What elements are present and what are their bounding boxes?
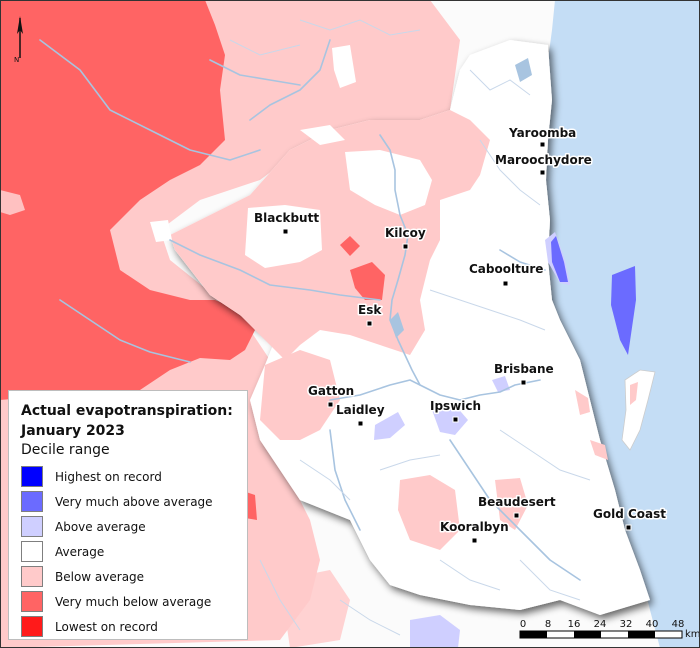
north-arrow: N [14,16,23,64]
town-label: Beaudesert [478,495,556,509]
legend-swatch [21,516,43,537]
legend-label: Very much below average [55,594,212,609]
legend-swatch [21,466,43,487]
town-beaudesert: Beaudesert [477,494,557,519]
very-much-below-average-esk [350,262,385,300]
legend-subtitle: Decile range [21,442,110,458]
legend-swatch [21,591,43,612]
scale-tick-label: 40 [646,619,659,630]
town-label: Brisbane [494,362,554,376]
region-average-kilcoy [345,150,432,215]
town-brisbane: Brisbane [493,361,555,386]
legend-item-lowest-on-record: Lowest on record [21,614,235,639]
legend-title-line2: January 2023 [21,423,125,439]
legend-label: Below average [55,569,145,584]
island-below-average [630,382,638,405]
region-below-average-beaudesert [495,478,528,530]
region-below-average-coast [575,390,590,415]
town-yaroomba: Yaroomba [507,125,578,148]
town-maroochydore: Maroochydore [494,152,593,176]
legend: Actual evapotranspiration: January 2023 … [8,390,248,640]
region-average-west-small [150,220,172,242]
legend-label: Average [55,544,105,559]
legend-swatch [21,616,43,637]
legend-item-below-average: Below average [21,564,235,589]
town-kooralbyn: Kooralbyn [439,519,510,544]
scale-tick-label: 32 [620,619,633,630]
scale-tick-label: 24 [594,619,607,630]
white-patch [332,45,356,88]
town-label: Caboolture [469,262,543,276]
legend-swatch [21,541,43,562]
very-much-below-average-esk-small [340,236,360,256]
region-below-average-coast [590,440,608,460]
scale-bar: 0 8 16 24 32 40 48 km [519,619,700,640]
town-label: Kilcoy [385,226,426,240]
town-gatton: Gatton [307,383,356,408]
region-below-average-band [260,350,340,440]
lake [390,312,404,338]
legend-item-very-much-below-average: Very much below average [21,589,235,614]
above-average-south [410,615,460,648]
town-label: Gatton [308,384,354,398]
town-esk: Esk [357,302,384,327]
legend-title-line1: Actual evapotranspiration: [21,403,233,419]
region-average-north [300,125,345,145]
town-label: Esk [358,303,382,317]
town-laidley: Laidley [335,402,386,427]
scale-tick-label: 48 [672,619,685,630]
very-much-below-average-west [0,0,255,400]
above-average-laidley [374,412,405,440]
lake [515,58,532,82]
legend-item-very-much-above-average: Very much above average [21,489,235,514]
very-much-above-average-coast [551,236,568,282]
town-label: Gold Coast [593,507,666,521]
legend-item-highest-on-record: Highest on record [21,464,235,489]
legend-swatch [21,491,43,512]
towns: Yaroomba Maroochydore Blackbutt Kilcoy C… [253,125,668,544]
town-label: Maroochydore [495,153,592,167]
legend-label: Very much above average [55,494,213,509]
scale-unit: km [685,629,700,640]
legend-label: Highest on record [55,469,162,484]
legend-label: Lowest on record [55,619,158,634]
town-label: Blackbutt [254,211,319,225]
town-caboolture: Caboolture [468,261,545,287]
above-average-ipswich [432,405,468,435]
scale-tick-label: 0 [520,619,526,630]
outside-below-average-area-south [280,570,350,648]
above-average-brisbane [492,376,510,392]
region-average-blackbutt [245,205,322,268]
white-patch [0,190,25,215]
town-ipswich: Ipswich [429,398,483,423]
legend-item-average: Average [21,539,235,564]
legend-swatch [21,566,43,587]
legend-item-above-average: Above average [21,514,235,539]
very-much-above-average-moreton [611,266,636,355]
rivers [39,39,581,581]
legend-label: Above average [55,519,146,534]
town-blackbutt: Blackbutt [253,210,321,235]
scale-tick-label: 16 [568,619,581,630]
town-label: Yaroomba [508,126,576,140]
town-label: Laidley [336,403,385,417]
region-below-average-south [398,475,460,550]
north-arrow-label: N [14,56,19,64]
scale-tick-label: 8 [545,619,551,630]
town-gold-coast: Gold Coast [592,506,668,531]
town-label: Ipswich [430,399,481,413]
town-kilcoy: Kilcoy [384,225,427,250]
town-label: Kooralbyn [440,520,509,534]
